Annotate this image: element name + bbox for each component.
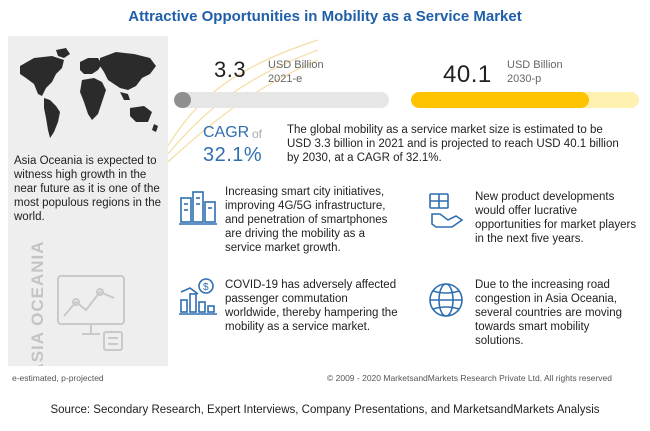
fact-smart-city-text: Increasing smart city initiatives, impro… bbox=[225, 186, 388, 254]
stat-2021-unit-label: USD Billion bbox=[268, 59, 324, 71]
footnote-estimated-projected: e-estimated, p-projected bbox=[12, 373, 104, 383]
fact-covid-text: COVID-19 has adversely affected passenge… bbox=[225, 279, 398, 333]
stat-2021-year: 2021-e bbox=[268, 73, 303, 85]
asia-oceania-description: Asia Oceania is expected to witness high… bbox=[14, 155, 162, 223]
stat-2021-bar-fill bbox=[174, 92, 192, 108]
copyright-notice: © 2009 - 2020 MarketsandMarkets Research… bbox=[327, 373, 613, 383]
fact-new-product-text: New product developments would offer luc… bbox=[475, 191, 637, 245]
stat-2030-bar bbox=[411, 92, 639, 108]
fact-globe-text: Due to the increasing road congestion in… bbox=[475, 279, 623, 347]
stat-2030-unit: USD Billion 2030-p bbox=[507, 58, 563, 86]
cagr-of: of bbox=[252, 127, 263, 141]
stat-2021-value: 3.3 bbox=[214, 57, 247, 82]
cagr-value: 32.1% bbox=[203, 144, 263, 166]
covid-decline-icon: $ bbox=[179, 278, 217, 315]
stat-2030-bar-fill bbox=[411, 92, 589, 108]
stat-2030-unit-label: USD Billion bbox=[507, 59, 563, 71]
stat-2030-year: 2030-p bbox=[507, 73, 542, 85]
market-summary: The global mobility as a service market … bbox=[287, 124, 619, 164]
smart-city-icon bbox=[179, 191, 217, 225]
growth-chart-icon bbox=[57, 275, 125, 351]
stat-2021-unit: USD Billion 2021-e bbox=[268, 58, 324, 86]
page-title: Attractive Opportunities in Mobility as … bbox=[128, 8, 522, 25]
globe-icon bbox=[429, 283, 463, 317]
source-line: Source: Secondary Research, Expert Inter… bbox=[50, 404, 600, 416]
svg-text:$: $ bbox=[203, 282, 209, 293]
new-product-icon bbox=[429, 193, 464, 228]
asia-oceania-panel: Asia Oceania is expected to witness high… bbox=[8, 36, 168, 366]
world-map-icon bbox=[20, 48, 158, 138]
stat-2030-value: 40.1 bbox=[443, 61, 492, 88]
stat-2021-bar bbox=[174, 92, 389, 108]
cagr-label: CAGR bbox=[203, 124, 250, 141]
asia-oceania-vertical-label: ASIA OCEANIA bbox=[28, 240, 47, 366]
